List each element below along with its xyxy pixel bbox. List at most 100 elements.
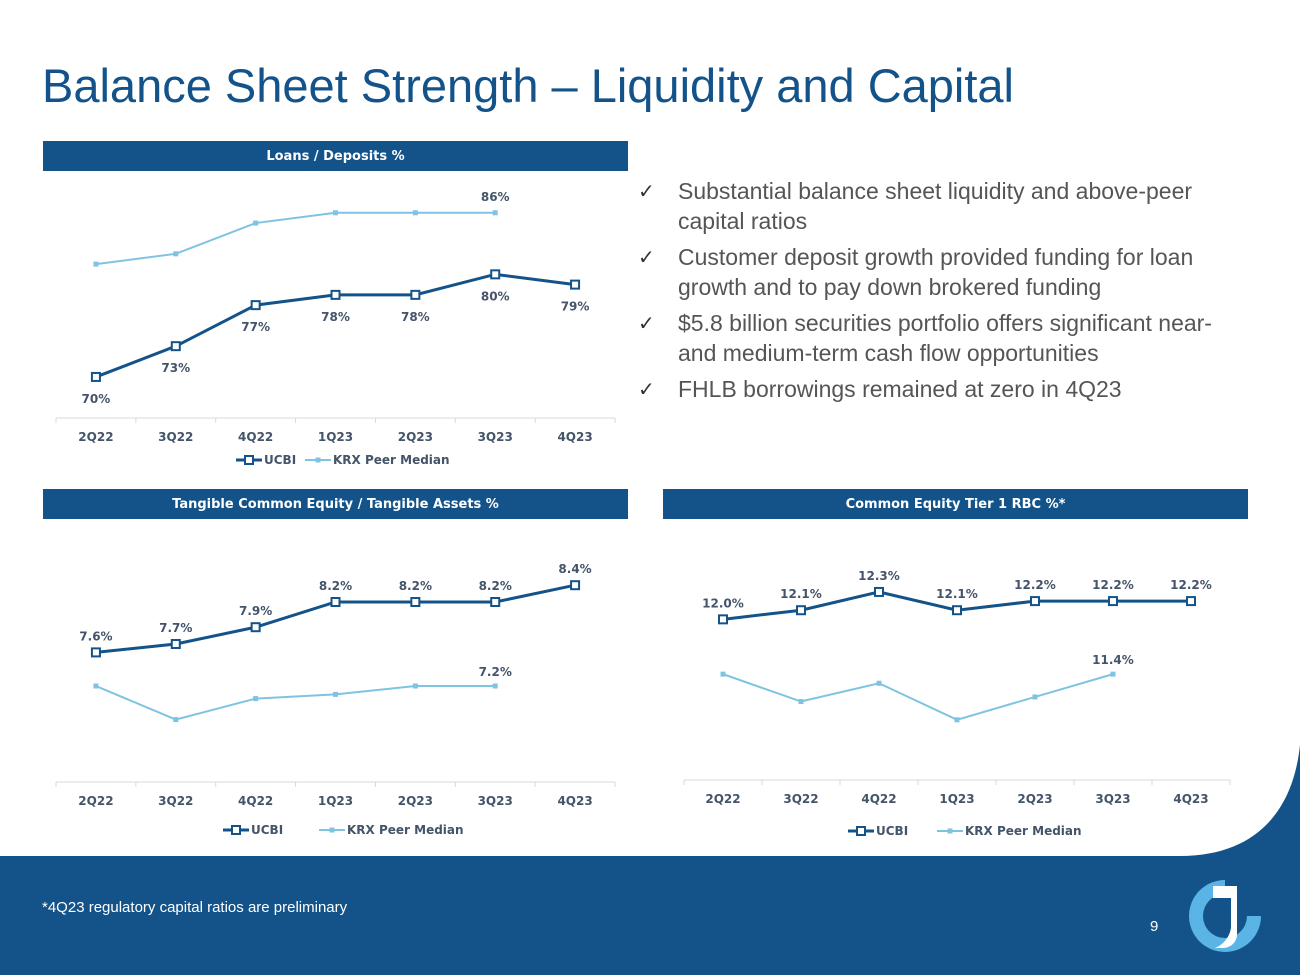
- bullet-list: ✓ Substantial balance sheet liquidity and…: [636, 176, 1256, 410]
- ucbi-data-point: [170, 341, 181, 352]
- bullet-item: ✓ $5.8 billion securities portfolio offer…: [636, 308, 1256, 368]
- x-tick-label: 2Q23: [398, 794, 433, 808]
- peer-data-point: [333, 210, 338, 216]
- ucbi-data-point: [90, 371, 101, 382]
- bullet-text: $5.8 billion securities portfolio offers…: [678, 310, 1212, 366]
- peer-series-line: [95, 211, 496, 266]
- ucbi-data-label: 78%: [321, 310, 350, 324]
- peer-data-point: [93, 683, 99, 689]
- x-tick-label: 2Q23: [398, 430, 433, 444]
- peer-data-point: [1032, 694, 1038, 700]
- ucbi-data-point: [718, 614, 728, 625]
- x-tick-label: 3Q23: [478, 794, 513, 808]
- x-tick-label: 4Q23: [557, 430, 592, 444]
- x-tick-label: 3Q23: [478, 430, 513, 444]
- bullet-item: ✓ Substantial balance sheet liquidity and…: [636, 176, 1256, 236]
- peer-data-point: [412, 210, 418, 216]
- x-tick-label: 2Q23: [1017, 792, 1052, 806]
- tce-header: Tangible Common Equity / Tangible Assets…: [43, 489, 628, 519]
- bullet-text: Customer deposit growth provided funding…: [678, 244, 1194, 300]
- ucbi-data-point: [170, 639, 181, 649]
- legend-label: KRX Peer Median: [347, 823, 464, 837]
- ucbi-data-label: 12.3%: [858, 569, 900, 583]
- ucbi-data-label: 73%: [161, 361, 190, 375]
- x-tick-label: 2Q22: [78, 430, 113, 444]
- ucbi-data-point: [570, 279, 581, 290]
- ucbi-data-point: [490, 269, 501, 280]
- loans-deposits-header: Loans / Deposits %: [43, 141, 628, 171]
- ucbi-data-label: 8.2%: [479, 579, 512, 593]
- bullet-text: Substantial balance sheet liquidity and …: [678, 178, 1193, 234]
- x-tick-label: 3Q22: [783, 792, 818, 806]
- cet1-chart: 2Q22 3Q22 4Q22 1Q23 2Q23 3Q23 4Q23 12.0% 12.1% 12…: [683, 569, 1231, 838]
- ucbi-data-label: 12.1%: [780, 587, 822, 601]
- ucbi-data-point: [874, 586, 884, 597]
- ucbi-data-point: [410, 597, 421, 607]
- ucbi-data-point: [952, 605, 962, 616]
- ucbi-data-label: 80%: [481, 289, 510, 303]
- ucbi-data-label: 79%: [561, 300, 590, 314]
- legend-label: KRX Peer Median: [965, 824, 1082, 838]
- ucbi-data-point: [1186, 596, 1196, 607]
- ucbi-data-point: [1108, 596, 1118, 607]
- ucbi-data-point: [490, 597, 501, 607]
- checkmark-icon: ✓: [638, 179, 655, 203]
- bullet-item: ✓ FHLB borrowings remained at zero in 4Q2…: [636, 374, 1256, 404]
- ucbi-data-label: 12.2%: [1170, 578, 1212, 592]
- tce-chart: 2Q22 3Q22 4Q22 1Q23 2Q23 3Q23 4Q23 7.6% 7.7% 7.9%…: [55, 562, 616, 837]
- ucbi-data-label: 8.4%: [558, 562, 591, 576]
- legend-label: UCBI: [264, 453, 296, 467]
- bullet-item: ✓ Customer deposit growth provided fundin…: [636, 242, 1256, 302]
- peer-data-point: [173, 251, 179, 257]
- x-tick-label: 1Q23: [939, 792, 974, 806]
- ucbi-series-line: [95, 583, 576, 654]
- ucbi-data-label: 12.1%: [936, 587, 978, 601]
- x-tick-label: 4Q22: [861, 792, 896, 806]
- peer-series-line: [722, 673, 1114, 721]
- peer-data-label: 7.2%: [479, 665, 512, 679]
- peer-data-point: [412, 683, 418, 689]
- peer-data-point: [1110, 671, 1116, 677]
- ucbi-data-label: 7.7%: [159, 621, 192, 635]
- footnote: *4Q23 regulatory capital ratios are prel…: [42, 899, 348, 916]
- ucbi-data-label: 12.2%: [1014, 578, 1056, 592]
- peer-data-label: 86%: [481, 190, 510, 204]
- x-tick-label: 3Q22: [158, 430, 193, 444]
- peer-data-point: [333, 691, 338, 697]
- ucbi-data-point: [410, 289, 421, 300]
- ucbi-data-label: 7.9%: [239, 604, 272, 618]
- page-number: 9: [1150, 918, 1159, 935]
- peer-data-point: [93, 261, 99, 267]
- ucbi-data-point: [250, 300, 261, 311]
- peer-data-point: [492, 210, 498, 216]
- bullet-text: FHLB borrowings remained at zero in 4Q23: [678, 376, 1122, 402]
- peer-data-point: [173, 717, 179, 723]
- x-tick-label: 4Q23: [557, 794, 592, 808]
- peer-series-line: [95, 685, 496, 721]
- ucbi-data-point: [250, 622, 261, 633]
- ucbi-data-point: [330, 289, 341, 300]
- x-tick-label: 2Q22: [78, 794, 113, 808]
- peer-data-point: [253, 696, 259, 702]
- legend-label: UCBI: [251, 823, 283, 837]
- ucbi-data-label: 12.0%: [702, 596, 744, 610]
- x-tick-label: 4Q23: [1173, 792, 1208, 806]
- ucbi-data-label: 8.2%: [319, 579, 352, 593]
- page-title: Balance Sheet Strength – Liquidity and C…: [42, 59, 1014, 112]
- peer-data-point: [720, 671, 726, 677]
- ucbi-data-point: [330, 597, 341, 607]
- ucbi-data-label: 8.2%: [399, 579, 432, 593]
- ucbi-data-point: [90, 647, 101, 658]
- ucbi-data-label: 77%: [241, 320, 270, 334]
- x-tick-label: 4Q22: [238, 430, 273, 444]
- legend-label: UCBI: [876, 824, 908, 838]
- ucbi-data-point: [796, 605, 806, 616]
- ucbi-data-label: 12.2%: [1092, 578, 1134, 592]
- checkmark-icon: ✓: [638, 245, 655, 269]
- ucbi-data-label: 7.6%: [79, 629, 112, 643]
- peer-data-label: 11.4%: [1092, 653, 1134, 667]
- peer-data-point: [253, 220, 259, 226]
- cet1-header: Common Equity Tier 1 RBC %*: [663, 489, 1248, 519]
- peer-data-point: [798, 699, 804, 705]
- loans-deposits-chart: 2Q22 3Q22 4Q22 1Q23 2Q23 3Q23 4Q23 70% 73% 77% 78%…: [55, 190, 616, 467]
